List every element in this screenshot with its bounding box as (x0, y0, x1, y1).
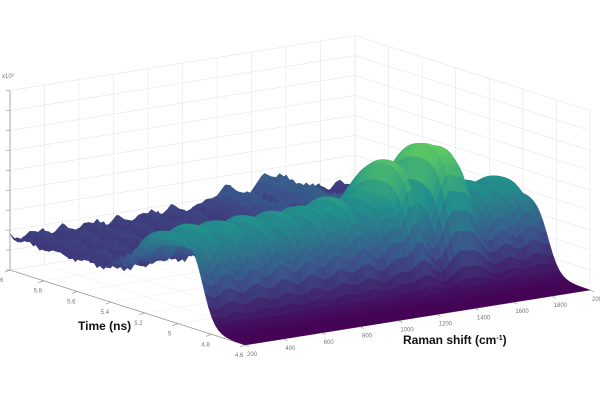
surface-patch (241, 342, 250, 346)
x-tick (513, 301, 518, 305)
y-tick (172, 323, 178, 326)
x-tick (244, 344, 250, 348)
x-tick-label: 600 (324, 340, 335, 346)
x-tick-label: 2000 (592, 297, 600, 303)
y-tick-label: 5.8 (34, 289, 43, 295)
x-tick (551, 295, 556, 299)
x-tick (436, 314, 441, 317)
x-tick (283, 338, 288, 342)
y-tick (239, 344, 246, 348)
x-tick (474, 308, 480, 311)
y-tick-label: 4.8 (201, 342, 210, 348)
grid-line (9, 75, 591, 151)
y-tick (139, 312, 145, 316)
x-tick (589, 289, 595, 293)
x-tick-label: 1200 (439, 321, 453, 327)
x-tick-label: 800 (362, 334, 373, 340)
x-tick-label: 1400 (477, 315, 491, 321)
x-tick (398, 320, 403, 323)
y-tick-label: 5.2 (134, 321, 143, 327)
grid-line (9, 35, 591, 111)
y-tick (72, 291, 78, 294)
time-axis-line (9, 269, 246, 346)
y-tick (38, 280, 44, 283)
x-tick (321, 332, 326, 336)
surface-mesh (9, 143, 591, 346)
x-tick-label: 1000 (400, 328, 414, 334)
y-tick (105, 301, 111, 305)
x-tick-label: 400 (285, 346, 296, 352)
x-tick-label: 1600 (515, 309, 529, 315)
grid-line (9, 95, 591, 171)
y-tick (206, 334, 212, 337)
grid-line (9, 55, 591, 131)
x-tick-label: 1800 (554, 303, 568, 309)
x-tick-label: 200 (247, 352, 258, 358)
y-tick-label: 5.4 (101, 310, 110, 316)
x-tick (359, 326, 365, 329)
grid-line (9, 115, 591, 191)
y-tick-label: 5 (168, 332, 172, 338)
tick-labels: 200 400 600 800 1000 1200 1400 1600 1800 2000 4.6 4… (0, 269, 600, 359)
y-tick-label: 4.6 (235, 353, 244, 359)
y-tick-label: 5.6 (67, 299, 76, 305)
